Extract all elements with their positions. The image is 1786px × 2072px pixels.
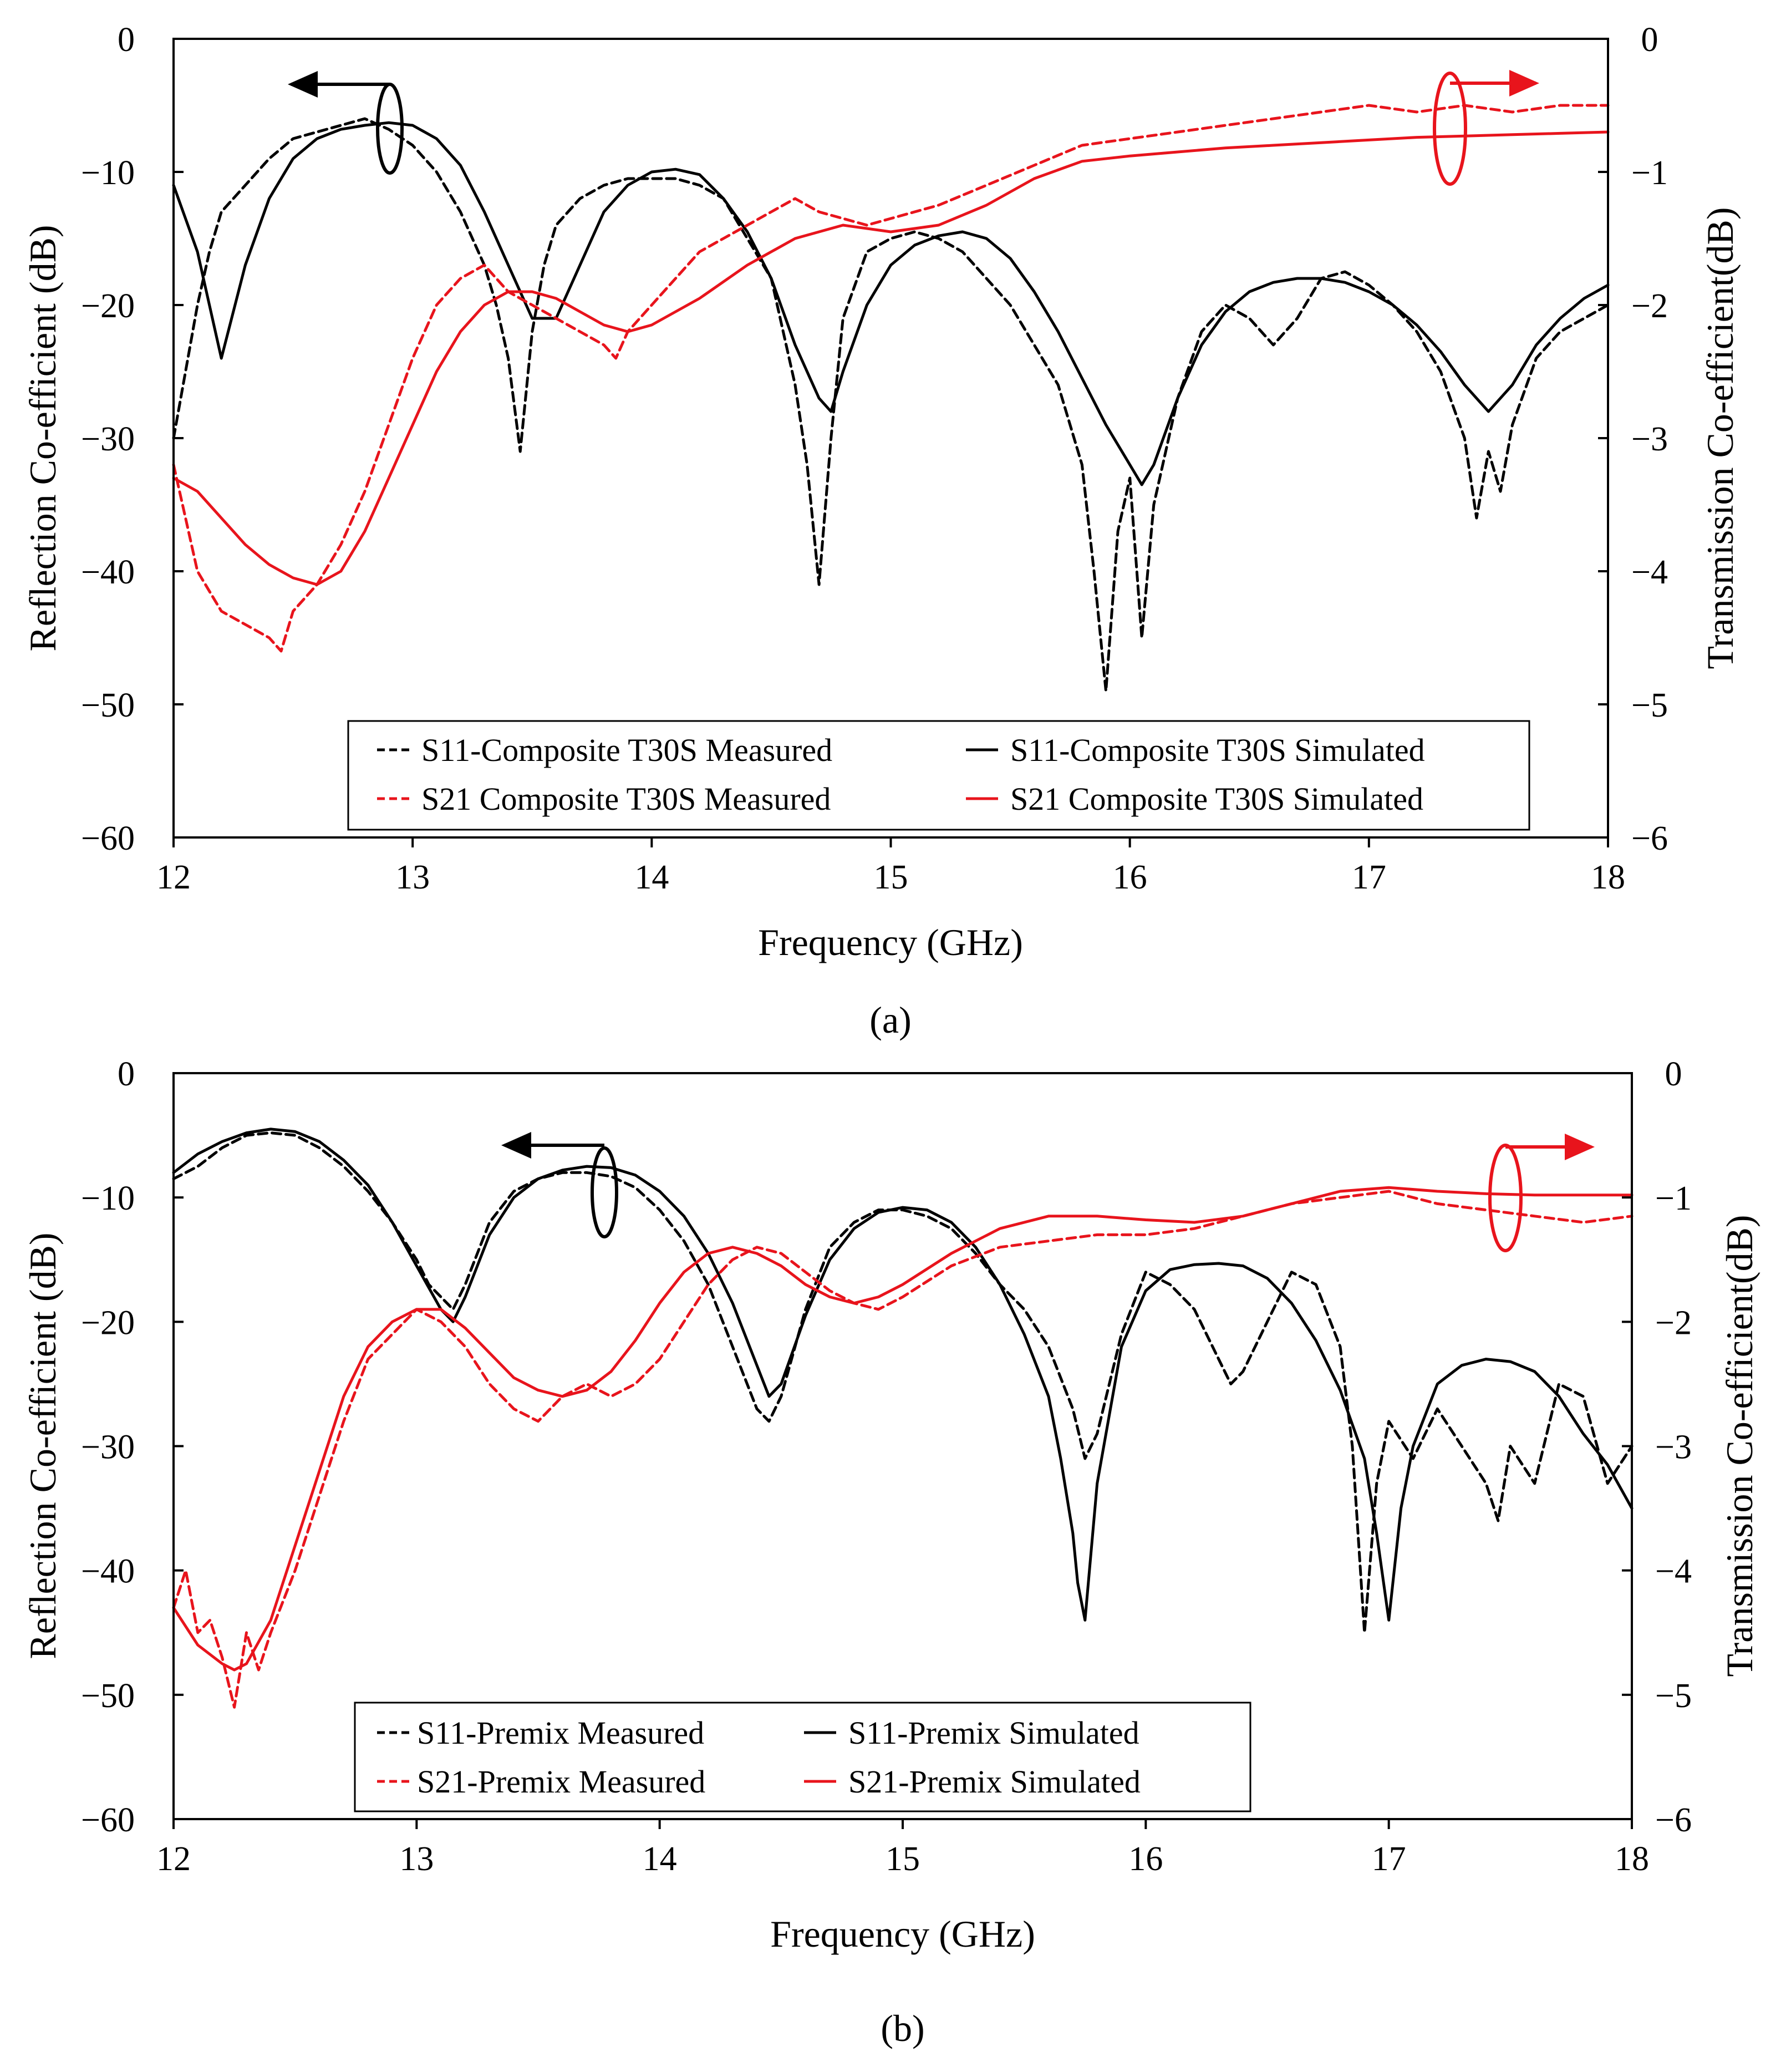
s11-axis-ellipse-b [591,1146,618,1238]
series-line-s11-premix-measured-b [172,1131,1634,1634]
legend-label-s11-simulated-a: S11-Composite T30S Simulated [1010,732,1425,768]
y2-tick-label-5-a: −5 [1631,687,1668,724]
x-axis-label-a: Frequency (GHz) [758,921,1023,963]
series-line-s11-composite-t30s-measured-a [172,117,1610,693]
series-line-s11-premix-simulated-b [172,1128,1634,1622]
x-tick-label-15-a: 15 [874,859,908,896]
y-tick-label-6-a: −60 [81,820,135,857]
x-tick-label-18-a: 18 [1591,859,1625,896]
y2-tick-label-0-a: 0 [1641,21,1658,59]
y2-axis-label-b: Transmission Co-efficient(dB) [1718,1215,1760,1677]
x-tick-label-15-b: 15 [886,1840,920,1878]
x-tick-label-17-a: 17 [1352,859,1386,896]
y-tick-label-3-b: −30 [81,1429,135,1466]
legend-label-s21-measured-a: S21 Composite T30S Measured [421,781,831,817]
x-axis-label-b: Frequency (GHz) [770,1913,1035,1955]
y2-axis-label-a: Transmission Co-efficient(dB) [1699,207,1741,669]
y2-tick-label-3-b: −3 [1655,1429,1692,1466]
x-tick-label-13-a: 13 [395,859,430,896]
x-tick-label-13-b: 13 [399,1840,434,1878]
y-tick-label-5-b: −50 [81,1677,135,1715]
y2-tick-label-2-a: −2 [1631,287,1668,325]
y2-tick-label-4-a: −4 [1631,553,1668,591]
y-tick-label-4-b: −40 [81,1553,135,1591]
y2-tick-label-4-b: −4 [1655,1553,1692,1591]
series-line-s21-premix-simulated-b [172,1186,1634,1672]
x-tick-label-18-b: 18 [1615,1840,1649,1878]
y-tick-label-2-a: −20 [81,287,135,325]
plot-frame-a [172,38,1609,839]
y-axis-label-b: Reflection Co-efficient (dB) [22,1232,64,1659]
x-tick-label-12-a: 12 [156,859,191,896]
chart-panel-a: 12 13 14 15 16 17 18 0 −10 −20 −30 −40 −50 −60 0 −1 −2 −3… [22,21,1741,1041]
y2-tick-label-1-a: −1 [1631,154,1668,192]
y-tick-label-6-b: −60 [81,1801,135,1839]
x-tick-label-12-b: 12 [156,1840,191,1878]
series-line-s11-composite-t30s-simulated-a [172,121,1610,486]
x-tick-label-17-b: 17 [1372,1840,1406,1878]
legend-a: S11-Composite T30S Measured S11-Composit… [347,720,1530,831]
y2-tick-label-5-b: −5 [1655,1677,1692,1715]
legend-label-s21-simulated-a: S21 Composite T30S Simulated [1010,781,1423,817]
series-line-s21-composite-t30s-measured-a [172,104,1610,653]
x-tick-label-14-a: 14 [634,859,669,896]
y-tick-label-1-a: −10 [81,154,135,192]
legend-label-s21-simulated-b: S21-Premix Simulated [848,1764,1141,1800]
y-axis-label-a: Reflection Co-efficient (dB) [22,225,64,651]
y2-tick-label-3-a: −3 [1631,420,1668,458]
y2-tick-label-0-b: 0 [1665,1055,1682,1093]
legend-box-b [354,1702,1251,1812]
panel-label-b: (b) [881,2007,924,2049]
panel-label-a: (a) [869,999,911,1041]
legend-label-s11-measured-a: S11-Composite T30S Measured [421,732,832,768]
y-tick-label-5-a: −50 [81,687,135,724]
legend-label-s11-simulated-b: S11-Premix Simulated [848,1715,1139,1751]
y2-tick-label-2-b: −2 [1655,1304,1692,1342]
y-tick-label-3-a: −30 [81,420,135,458]
y2-tick-label-6-a: −6 [1631,820,1668,857]
y-tick-label-2-b: −20 [81,1304,135,1342]
x-tick-label-16-b: 16 [1128,1840,1163,1878]
legend-box-a [347,720,1530,831]
y-tick-label-0-b: 0 [118,1055,135,1093]
y-tick-label-4-a: −40 [81,553,135,591]
x-tick-label-16-a: 16 [1113,859,1147,896]
y-tick-label-0-a: 0 [118,21,135,59]
legend-label-s11-measured-b: S11-Premix Measured [417,1715,704,1751]
chart-panel-b: 12 13 14 15 16 17 18 0 −10 −20 −30 −40 −50 −60 0 −1 −2 −3… [22,1055,1760,2049]
y2-tick-label-1-b: −1 [1655,1180,1692,1217]
x-tick-label-14-b: 14 [643,1840,677,1878]
legend-label-s21-measured-b: S21-Premix Measured [417,1764,705,1800]
s21-axis-ellipse-a [1433,72,1467,186]
y2-tick-label-6-b: −6 [1655,1801,1692,1839]
y-tick-label-1-b: −10 [81,1180,135,1217]
series-line-s21-composite-t30s-simulated-a [172,130,1610,586]
legend-b: S11-Premix Measured S11-Premix Simulated… [354,1702,1251,1812]
s21-axis-ellipse-b [1488,1144,1523,1252]
